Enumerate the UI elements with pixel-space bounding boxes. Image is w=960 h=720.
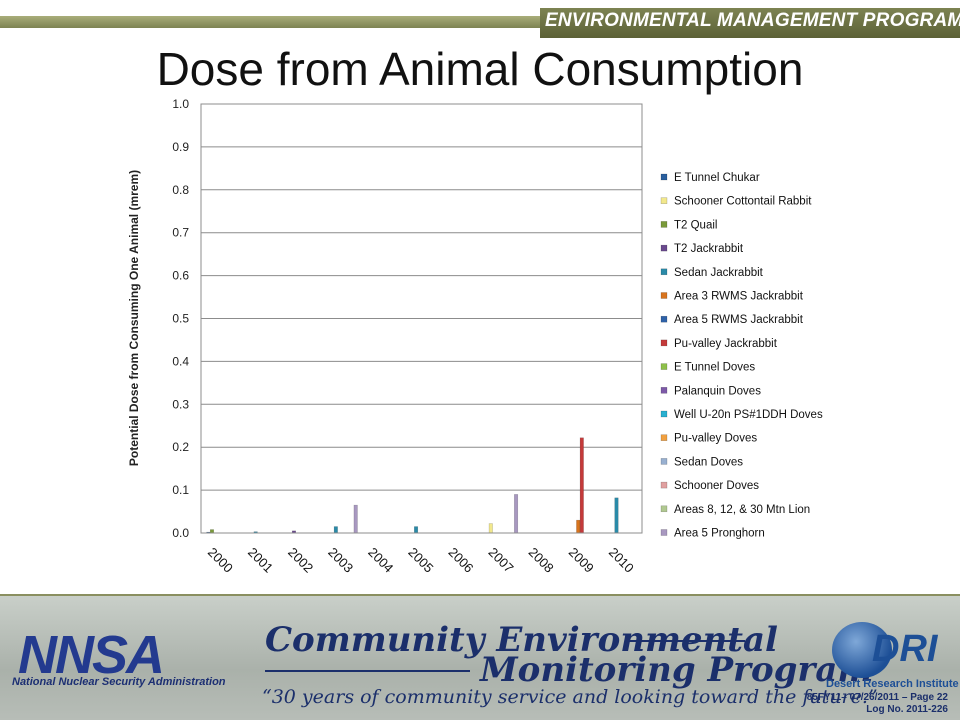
y-tick-label: 0.1 bbox=[172, 483, 189, 497]
plot-frame bbox=[200, 103, 643, 534]
footer-divider bbox=[0, 594, 960, 597]
legend-swatch bbox=[660, 221, 668, 228]
legend-label: Area 3 RWMS Jackrabbit bbox=[674, 291, 804, 303]
slide-title: Dose from Animal Consumption bbox=[156, 43, 804, 95]
x-tick-label: 2001 bbox=[245, 545, 276, 576]
bar bbox=[514, 494, 519, 534]
legend-label: Well U-20n PS#1DDH Doves bbox=[674, 409, 823, 421]
log-number: Log No. 2011-226 bbox=[866, 704, 948, 715]
legend-swatch bbox=[660, 244, 668, 252]
x-tick-label: 2009 bbox=[566, 545, 597, 576]
legend-swatch bbox=[660, 434, 668, 441]
x-tick-label: 2008 bbox=[526, 545, 557, 576]
legend-label: T2 Quail bbox=[674, 219, 717, 231]
bar bbox=[353, 504, 358, 534]
nnsa-logo: NNSA bbox=[18, 625, 165, 685]
legend-label: Schooner Doves bbox=[674, 480, 759, 492]
program-name: ENVIRONMENTAL MANAGEMENT PROGRAM bbox=[545, 10, 960, 31]
legend-swatch bbox=[660, 387, 668, 394]
x-tick-label: 2004 bbox=[365, 545, 396, 576]
dose-bar-chart: 0.0 0.1 0.2 0.3 0.4 0.5 0.6 0.7 0.8 0.9 1.0 2000 200… bbox=[127, 97, 823, 576]
program-banner bbox=[540, 8, 960, 38]
x-tick-label: 2007 bbox=[486, 545, 517, 576]
y-tick-label: 0.3 bbox=[172, 397, 189, 411]
legend-label: Pu-valley Doves bbox=[674, 433, 757, 445]
legend-label: Area 5 Pronghorn bbox=[674, 528, 765, 540]
y-tick-label: 0.9 bbox=[172, 140, 189, 154]
bar bbox=[414, 526, 419, 534]
bar bbox=[614, 497, 619, 534]
legend-swatch bbox=[660, 529, 668, 536]
cemp-quote: “30 years of community service and looki… bbox=[262, 686, 878, 708]
legend-swatch bbox=[660, 315, 668, 323]
legend-swatch bbox=[660, 363, 668, 370]
legend-swatch bbox=[660, 292, 668, 299]
y-tick-label: 0.6 bbox=[172, 269, 189, 283]
legend-swatch bbox=[660, 268, 668, 276]
y-tick-label: 0.7 bbox=[172, 226, 189, 240]
y-tick-label: 0.8 bbox=[172, 183, 189, 197]
legend-label: Sedan Doves bbox=[674, 456, 743, 468]
y-tick-label: 0.4 bbox=[172, 354, 189, 368]
chart-gridlines bbox=[201, 103, 642, 534]
legend-swatch bbox=[660, 339, 668, 347]
legend-label: Area 5 RWMS Jackrabbit bbox=[674, 314, 804, 326]
dri-name: Desert Research Institute bbox=[826, 678, 959, 690]
chart-axes: 0.0 0.1 0.2 0.3 0.4 0.5 0.6 0.7 0.8 0.9 1.0 2000 200… bbox=[172, 97, 643, 576]
legend-label: Sedan Jackrabbit bbox=[674, 267, 764, 279]
y-tick-label: 0.2 bbox=[172, 440, 189, 454]
legend-swatch bbox=[660, 410, 668, 418]
x-tick-label: 2003 bbox=[325, 545, 356, 576]
legend-swatch bbox=[660, 458, 668, 465]
footer-banner bbox=[0, 596, 960, 720]
x-tick-label: 2002 bbox=[285, 545, 316, 576]
legend-swatch bbox=[660, 197, 668, 204]
legend-swatch bbox=[660, 505, 668, 513]
legend-swatch bbox=[660, 481, 668, 489]
nnsa-name: National Nuclear Security Administration bbox=[12, 676, 226, 688]
legend-label: Areas 8, 12, & 30 Mtn Lion bbox=[674, 504, 810, 516]
x-tick-label: 2000 bbox=[205, 545, 236, 576]
legend-label: Pu-valley Jackrabbit bbox=[674, 338, 778, 350]
x-tick-label: 2005 bbox=[405, 545, 436, 576]
bar bbox=[579, 437, 584, 534]
dri-logo: DRI bbox=[872, 628, 938, 670]
legend-label: E Tunnel Doves bbox=[674, 362, 755, 374]
bar bbox=[209, 529, 214, 534]
legend-label: E Tunnel Chukar bbox=[674, 172, 760, 184]
y-tick-label: 0.5 bbox=[172, 312, 189, 326]
y-axis-label: Potential Dose from Consuming One Animal… bbox=[127, 170, 141, 466]
page-number: 85FY11– 07/26/2011 – Page 22 bbox=[806, 692, 948, 703]
bar bbox=[576, 519, 581, 534]
page-reference: 85FY11– 07/26/2011 – Page 22 Log No. 201… bbox=[790, 692, 948, 716]
bar bbox=[488, 523, 493, 534]
x-tick-label: 2010 bbox=[606, 545, 637, 576]
legend-swatch bbox=[660, 173, 668, 181]
y-tick-label: 1.0 bbox=[172, 97, 189, 111]
legend-label: T2 Jackrabbit bbox=[674, 243, 744, 255]
dri-globe-icon bbox=[832, 622, 892, 678]
chart-bars bbox=[206, 437, 619, 534]
y-tick-label: 0.0 bbox=[172, 526, 189, 540]
bar bbox=[333, 526, 338, 534]
cemp-title-line2: Monitoring Program bbox=[480, 650, 874, 690]
header-bar-left bbox=[0, 16, 540, 28]
x-tick-label: 2006 bbox=[445, 545, 476, 576]
chart-legend: E Tunnel Chukar Schooner Cottontail Rabbi… bbox=[660, 172, 823, 540]
legend-label: Palanquin Doves bbox=[674, 385, 761, 397]
cemp-rule-1 bbox=[625, 640, 745, 642]
legend-label: Schooner Cottontail Rabbit bbox=[674, 196, 812, 208]
cemp-rule-2 bbox=[265, 670, 470, 672]
